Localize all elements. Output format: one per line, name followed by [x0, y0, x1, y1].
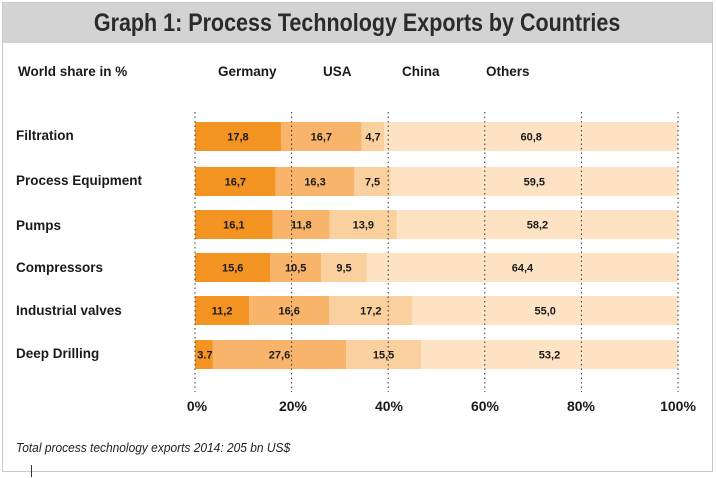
category-label-compressors: Compressors: [16, 260, 104, 275]
value-label-usa-0: 16,7: [311, 132, 332, 144]
x-tick-40: 40%: [374, 398, 404, 414]
bar-china-5: [346, 340, 422, 369]
bar-usa-3: [270, 253, 322, 282]
category-label-filtration: Filtration: [16, 128, 74, 143]
footer-note: Total process technology exports 2014: 2…: [16, 440, 291, 455]
legend-china: China: [402, 64, 440, 79]
value-label-others-3: 64,4: [512, 263, 534, 275]
value-label-usa-4: 16,6: [278, 306, 299, 318]
bar-china-2: [329, 210, 397, 239]
title-bar: Graph 1: Process Technology Exports by C…: [3, 3, 712, 43]
bar-others-1: [390, 167, 678, 196]
bar-usa-2: [272, 210, 330, 239]
bar-usa-1: [275, 167, 355, 196]
value-label-usa-5: 27,6: [269, 350, 290, 362]
bar-germany-3: [195, 253, 271, 282]
value-label-others-4: 55,0: [534, 306, 555, 318]
value-label-china-0: 4,7: [365, 132, 380, 144]
bar-germany-5: [195, 340, 213, 369]
value-label-others-2: 58,2: [527, 220, 548, 232]
bar-germany-4: [195, 296, 250, 325]
legend-germany: Germany: [218, 64, 277, 79]
bar-others-5: [421, 340, 678, 369]
value-label-germany-2: 16,1: [223, 220, 244, 232]
value-label-china-3: 9,5: [336, 263, 351, 275]
x-tick-20: 20%: [278, 398, 308, 414]
value-label-germany-5: 3.7: [197, 350, 212, 362]
bar-china-3: [321, 253, 367, 282]
legend-usa: USA: [323, 64, 352, 79]
category-label-pumps: Pumps: [16, 218, 62, 233]
value-label-germany-4: 11,2: [212, 306, 233, 318]
value-label-germany-0: 17,8: [227, 132, 248, 144]
category-label-industrial-valves: Industrial valves: [16, 303, 122, 318]
bar-china-4: [329, 296, 413, 325]
bar-others-4: [412, 296, 678, 325]
bar-germany-0: [195, 122, 281, 151]
bar-others-3: [366, 253, 678, 282]
value-label-others-0: 60,8: [520, 132, 541, 144]
edge-mark: [31, 465, 32, 477]
value-label-china-1: 7,5: [365, 177, 380, 189]
value-label-germany-1: 16,7: [225, 177, 246, 189]
category-label-process-equipment: Process Equipment: [16, 173, 143, 188]
bar-usa-0: [280, 122, 362, 151]
x-tick-0: 0%: [186, 398, 208, 414]
bar-usa-5: [212, 340, 347, 369]
value-label-china-5: 15,5: [373, 350, 394, 362]
bar-china-0: [361, 122, 385, 151]
bar-germany-1: [195, 167, 276, 196]
bar-usa-4: [249, 296, 330, 325]
bar-germany-2: [195, 210, 273, 239]
value-label-usa-3: 10,5: [285, 263, 306, 275]
value-label-usa-1: 16,3: [304, 177, 325, 189]
bar-china-1: [354, 167, 391, 196]
value-label-usa-2: 11,8: [291, 220, 312, 232]
chart-title: Graph 1: Process Technology Exports by C…: [94, 8, 621, 37]
x-tick-100: 100%: [660, 398, 696, 414]
value-label-others-5: 53,2: [539, 350, 560, 362]
value-label-germany-3: 15,6: [222, 263, 243, 275]
bar-others-2: [396, 210, 678, 239]
x-tick-60: 60%: [470, 398, 500, 414]
x-tick-80: 80%: [566, 398, 596, 414]
value-label-china-4: 17,2: [360, 306, 381, 318]
legend-others: Others: [486, 64, 530, 79]
value-label-others-1: 59,5: [524, 177, 545, 189]
bar-others-0: [384, 122, 678, 151]
y-axis-label: World share in %: [18, 64, 128, 79]
value-label-china-2: 13,9: [353, 220, 374, 232]
category-label-deep-drilling: Deep Drilling: [16, 346, 100, 361]
